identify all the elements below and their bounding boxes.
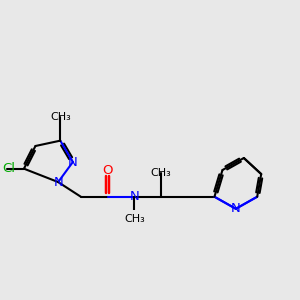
Text: O: O xyxy=(102,164,113,176)
Text: CH₃: CH₃ xyxy=(151,168,171,178)
Text: Cl: Cl xyxy=(2,162,15,175)
Text: N: N xyxy=(68,155,78,169)
Text: CH₃: CH₃ xyxy=(124,214,145,224)
Text: N: N xyxy=(129,190,139,203)
Text: N: N xyxy=(231,202,241,215)
Text: N: N xyxy=(53,176,63,189)
Text: CH₃: CH₃ xyxy=(50,112,71,122)
